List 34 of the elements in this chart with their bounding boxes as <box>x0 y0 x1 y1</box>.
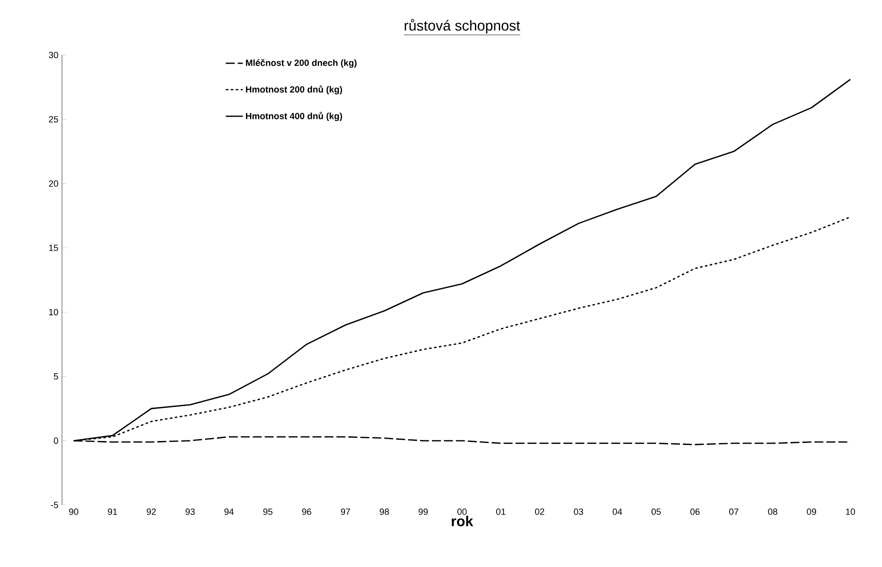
x-tick-label: 98 <box>380 508 389 515</box>
x-tick-label: 99 <box>418 508 428 515</box>
x-tick-label: 10 <box>846 508 855 515</box>
x-tick-label: 06 <box>690 508 700 515</box>
x-tick-label: 07 <box>729 508 738 515</box>
y-tick-label: 25 <box>48 116 58 122</box>
x-tick-label: 01 <box>496 508 506 515</box>
x-tick-label: 93 <box>186 508 195 515</box>
x-tick-label: 95 <box>263 508 272 515</box>
x-tick-label: 03 <box>574 508 584 515</box>
x-tick-label: 05 <box>652 508 661 515</box>
x-tick-label: 96 <box>302 508 312 515</box>
y-tick-label: 30 <box>48 52 58 58</box>
y-tick-label: 0 <box>54 438 58 444</box>
x-tick-label: 08 <box>768 508 778 515</box>
x-tick-label: 04 <box>612 508 622 515</box>
x-tick-label: 90 <box>69 508 78 515</box>
y-tick-label: 15 <box>49 244 58 251</box>
x-tick-label: 92 <box>146 508 156 515</box>
x-axis-title: rok <box>452 516 474 526</box>
x-tick-label: 97 <box>340 508 350 515</box>
chart-title: růstová schopnost <box>404 18 520 34</box>
legend-label: Hmotnost 400 dnů (kg) <box>246 112 342 122</box>
x-tick-label: 09 <box>806 508 816 515</box>
y-tick-label: 5 <box>54 373 58 380</box>
x-tick-label: 94 <box>224 508 234 515</box>
y-tick-label: 20 <box>48 180 58 187</box>
legend-label: Hmotnost 200 dnů (kg) <box>246 85 342 94</box>
y-tick-label: 10 <box>49 308 58 316</box>
y-tick-label: -5 <box>50 502 58 508</box>
x-tick-label: 91 <box>108 508 118 515</box>
x-tick-label: 00 <box>457 508 467 515</box>
legend-label: Mléčnost v 200 dnech (kg) <box>246 59 357 68</box>
x-tick-label: 02 <box>535 508 544 515</box>
